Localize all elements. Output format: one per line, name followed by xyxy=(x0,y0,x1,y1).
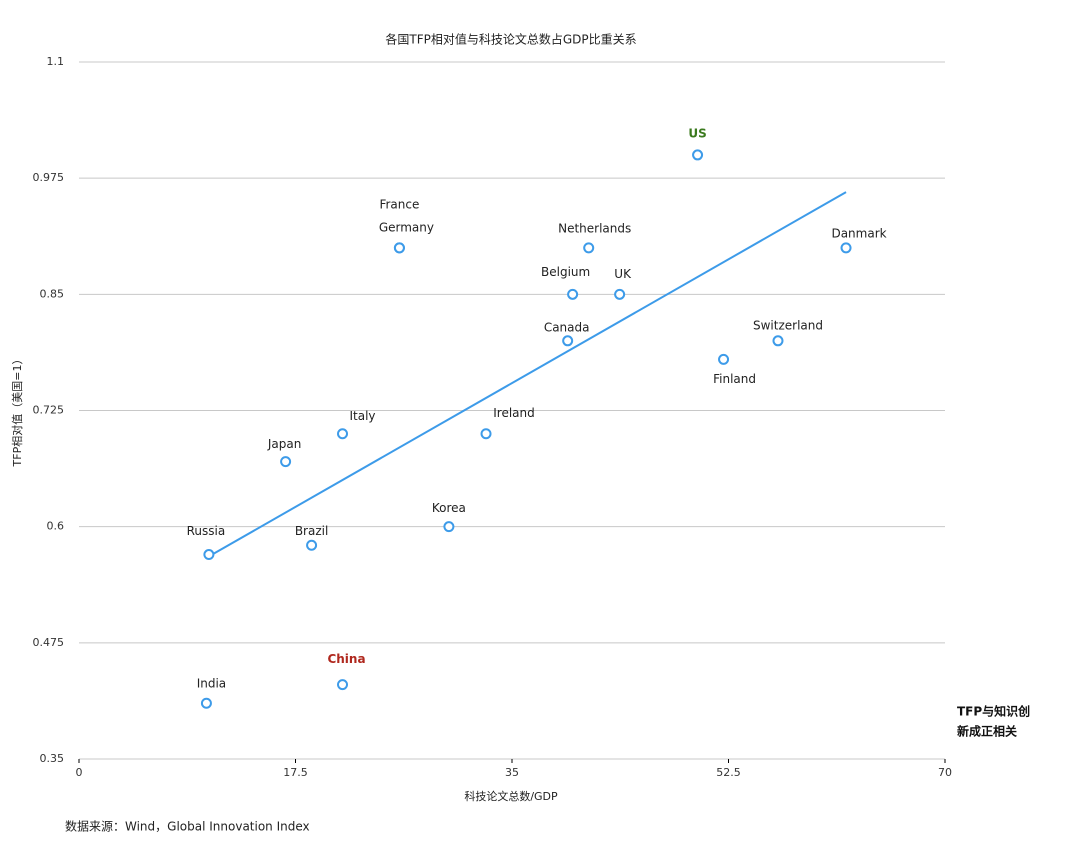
point xyxy=(583,242,595,254)
point-label: Brazil xyxy=(295,524,329,538)
x-axis-label: 科技论文总数/GDP xyxy=(464,789,558,803)
x-tick-label: 52.5 xyxy=(716,766,741,779)
point xyxy=(200,697,212,709)
y-tick-label: 0.975 xyxy=(33,171,65,184)
point xyxy=(337,679,349,691)
point xyxy=(480,428,492,440)
annotation: 新成正相关 xyxy=(957,724,1017,739)
point-label: China xyxy=(327,652,365,666)
chart-title: 各国TFP相对值与科技论文总数占GDP比重关系 xyxy=(385,32,636,47)
point-label: Ireland xyxy=(493,406,535,420)
point xyxy=(203,549,215,561)
point-label: Finland xyxy=(713,372,756,386)
point-label: Italy xyxy=(349,409,375,423)
y-tick-label: 0.6 xyxy=(47,520,65,533)
point xyxy=(443,521,455,533)
point xyxy=(692,149,704,161)
point xyxy=(772,335,784,347)
annotation: TFP与知识创 xyxy=(957,704,1030,719)
y-axis-label: TFP相对值（美国=1） xyxy=(10,354,24,468)
point-label: UK xyxy=(614,267,632,281)
point-label: Belgium xyxy=(541,265,590,279)
x-tick-label: 70 xyxy=(938,766,952,779)
point xyxy=(562,335,574,347)
source-note: 数据来源：Wind，Global Innovation Index xyxy=(65,819,310,834)
point xyxy=(337,428,349,440)
x-tick-label: 0 xyxy=(76,766,83,779)
point-label: India xyxy=(197,677,226,691)
y-tick-label: 0.35 xyxy=(40,752,65,765)
point xyxy=(393,242,405,254)
point xyxy=(614,288,626,300)
y-tick-label: 0.725 xyxy=(33,404,65,417)
point-label: Russia xyxy=(187,524,226,538)
point-label: Danmark xyxy=(831,226,886,240)
x-tick-label: 17.5 xyxy=(283,766,308,779)
point-label: Switzerland xyxy=(753,318,823,332)
point-label: Netherlands xyxy=(558,221,631,235)
point-label: Japan xyxy=(267,437,301,451)
y-tick-label: 0.475 xyxy=(33,636,65,649)
point xyxy=(306,539,318,551)
point-label: France xyxy=(379,197,419,211)
point-label: Korea xyxy=(432,501,466,515)
y-tick-label: 0.85 xyxy=(40,287,65,300)
point-label: US xyxy=(688,126,706,140)
point xyxy=(840,242,852,254)
point-label: Canada xyxy=(544,320,590,334)
y-tick-label: 1.1 xyxy=(47,55,65,68)
point xyxy=(718,353,730,365)
x-tick-label: 35 xyxy=(505,766,519,779)
point xyxy=(280,456,292,468)
point-label: Germany xyxy=(379,220,434,234)
point xyxy=(567,288,579,300)
trendline xyxy=(208,191,847,558)
